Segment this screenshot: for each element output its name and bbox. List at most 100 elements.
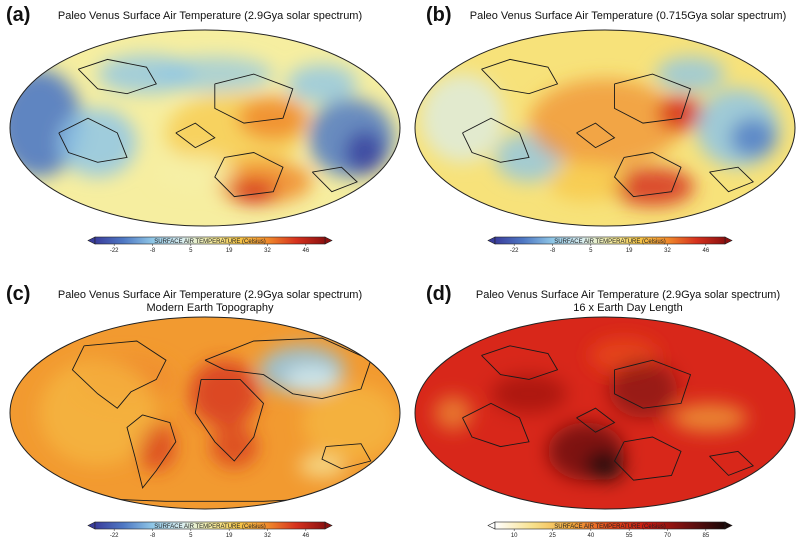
panel-title: Paleo Venus Surface Air Temperature (0.7… (469, 10, 787, 22)
map-panel-c (9, 316, 401, 510)
colorbar-min-arrow (487, 236, 496, 245)
colorbar-tick-label: 32 (264, 248, 271, 254)
colorbar-max-arrow (324, 236, 333, 245)
colorbar-tick-label: 10 (511, 533, 518, 539)
colorbar-tick-label: 32 (664, 248, 671, 254)
temperature-region (39, 360, 157, 466)
temperature-region (284, 365, 340, 393)
temperature-region (586, 451, 624, 481)
temperature-region (230, 179, 278, 204)
colorbar-min-arrow (87, 521, 96, 530)
coastline (709, 450, 755, 476)
map-panel-d (414, 316, 796, 510)
temperature-region (608, 360, 678, 418)
coastline (311, 166, 358, 193)
temperature-region (210, 425, 258, 468)
coastline (214, 73, 294, 124)
coastline (194, 378, 265, 462)
map-outline (414, 316, 796, 510)
colorbar-gradient (494, 236, 726, 245)
colorbar-tick-label: -22 (110, 533, 119, 539)
panel-letter: (b) (426, 4, 452, 26)
colorbar-tick-label: 5 (189, 533, 193, 539)
coastline (321, 443, 372, 470)
map-panel-a (9, 29, 401, 227)
coastline (204, 337, 372, 400)
temperature-region (610, 167, 695, 207)
coastline (576, 122, 616, 149)
temperature-region (58, 108, 137, 177)
coastline (462, 117, 530, 163)
panel-title: Paleo Venus Surface Air Temperature (2.9… (57, 10, 363, 22)
coastline (58, 117, 128, 163)
temperature-region (345, 130, 385, 175)
colorbar: SURFACE AIR TEMPERATURE (Celsius) -22 -8 5 1… (87, 236, 333, 254)
panel-subtitle: 16 x Earth Day Length (573, 302, 683, 314)
coastline (614, 359, 692, 409)
temperature-region (730, 118, 776, 158)
coastline (613, 152, 682, 198)
colorbar-tick-label: 5 (589, 248, 593, 254)
colorbar-label: SURFACE AIR TEMPERATURE (Celsius) (554, 524, 665, 530)
colorbar-tick-label: -22 (510, 248, 519, 254)
colorbar: SURFACE AIR TEMPERATURE (Celsius) -22 -8 5 1… (87, 521, 333, 539)
temperature-region (189, 360, 260, 428)
colorbar-tick-label: 5 (189, 248, 193, 254)
coastline (481, 345, 559, 380)
temperature-region (548, 162, 624, 202)
coastline (175, 122, 216, 149)
colorbar-tick-label: 32 (264, 533, 271, 539)
map-outline (414, 29, 796, 227)
colorbar-max-arrow (324, 521, 333, 530)
panel-letter: (c) (6, 283, 31, 305)
panel-subtitle: Modern Earth Topography (146, 302, 274, 314)
coastline (214, 152, 284, 198)
temperature-region (286, 64, 358, 104)
coastline (71, 340, 167, 409)
panel-letter: (d) (426, 283, 452, 305)
colorbar-tick-label: -8 (550, 248, 556, 254)
temperature-region (491, 374, 567, 413)
temperature-region (420, 74, 505, 163)
map-panel-b (414, 29, 796, 227)
map-outline (9, 316, 401, 510)
temperature-region (298, 454, 346, 478)
colorbar-label: SURFACE AIR TEMPERATURE (Celsius) (154, 524, 265, 530)
colorbar-label: SURFACE AIR TEMPERATURE (Celsius) (154, 239, 265, 245)
colorbar: SURFACE AIR TEMPERATURE (Celsius) 10 25 40 5… (487, 521, 733, 539)
temperature-region (434, 395, 472, 431)
colorbar-min-arrow (87, 236, 96, 245)
coastline (576, 407, 616, 433)
colorbar-tick-label: 55 (626, 533, 633, 539)
coastline (481, 58, 559, 95)
colorbar-tick-label: 19 (626, 248, 633, 254)
colorbar-label: SURFACE AIR TEMPERATURE (Celsius) (554, 239, 665, 245)
coastline (614, 73, 692, 124)
coastline (77, 58, 157, 95)
map-background (415, 317, 795, 509)
colorbar-tick-label: 19 (226, 533, 233, 539)
coastline (613, 436, 682, 481)
coastline (126, 414, 177, 489)
colorbar-tick-label: -8 (150, 533, 156, 539)
colorbar-tick-label: -22 (110, 248, 119, 254)
colorbar-gradient (94, 236, 326, 245)
colorbar-tick-label: 46 (702, 248, 709, 254)
temperature-region (156, 154, 235, 190)
colorbar-gradient (494, 521, 726, 530)
map-outline (9, 29, 401, 227)
colorbar-tick-label: 46 (302, 533, 309, 539)
panel-letter: (a) (6, 4, 31, 26)
temperature-region (302, 384, 400, 461)
panel-title: Paleo Venus Surface Air Temperature (2.9… (57, 289, 363, 301)
colorbar: SURFACE AIR TEMPERATURE (Celsius) -22 -8 5 1… (487, 236, 733, 254)
temperature-region (156, 56, 274, 92)
coastline (709, 166, 755, 193)
colorbar-tick-label: 85 (702, 533, 709, 539)
temperature-region (529, 79, 681, 168)
colorbar-tick-label: 19 (226, 248, 233, 254)
temperature-region (671, 403, 748, 433)
colorbar-tick-label: 70 (664, 533, 671, 539)
colorbar-min-arrow (487, 521, 496, 530)
